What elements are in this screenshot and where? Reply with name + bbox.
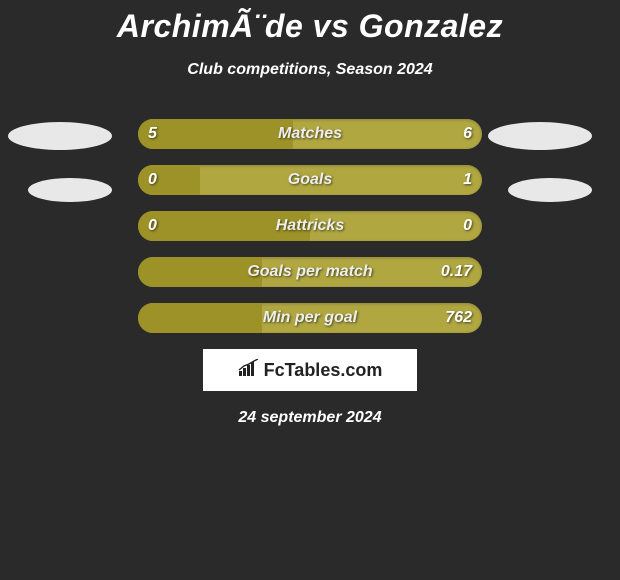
team-indicator-right xyxy=(488,122,592,150)
stat-value-left: 0 xyxy=(148,165,157,195)
stat-bar-track: Hattricks00 xyxy=(138,211,482,241)
stat-value-left: 5 xyxy=(148,119,157,149)
stat-bar-track: Min per goal762 xyxy=(138,303,482,333)
stat-value-right: 1 xyxy=(463,165,472,195)
team-indicator-left xyxy=(8,122,112,150)
comparison-infographic: ArchimÃ¨de vs Gonzalez Club competitions… xyxy=(0,0,620,580)
stat-bar-track: Goals01 xyxy=(138,165,482,195)
stat-row: Min per goal762 xyxy=(0,303,620,333)
stat-bar-track: Goals per match0.17 xyxy=(138,257,482,287)
stat-value-right: 0 xyxy=(463,211,472,241)
page-title: ArchimÃ¨de vs Gonzalez xyxy=(0,0,620,45)
stat-bar-fill-left xyxy=(138,119,293,149)
stat-value-right: 6 xyxy=(463,119,472,149)
stat-value-left: 0 xyxy=(148,211,157,241)
stat-value-right: 762 xyxy=(445,303,472,333)
logo: FcTables.com xyxy=(238,359,383,382)
stat-value-right: 0.17 xyxy=(441,257,472,287)
stat-row: Goals per match0.17 xyxy=(0,257,620,287)
stat-bar-track: Matches56 xyxy=(138,119,482,149)
logo-box: FcTables.com xyxy=(203,349,417,391)
subtitle: Club competitions, Season 2024 xyxy=(0,61,620,79)
team-indicator-left xyxy=(28,178,112,202)
logo-text: FcTables.com xyxy=(264,360,383,381)
stat-row: Hattricks00 xyxy=(0,211,620,241)
date-line: 24 september 2024 xyxy=(0,409,620,427)
chart-area: Matches56Goals01Hattricks00Goals per mat… xyxy=(0,119,620,333)
team-indicator-right xyxy=(508,178,592,202)
logo-chart-icon xyxy=(238,359,260,382)
stat-bar-fill-left xyxy=(138,303,262,333)
stat-bar-fill-left xyxy=(138,211,310,241)
stat-bar-fill-left xyxy=(138,257,262,287)
